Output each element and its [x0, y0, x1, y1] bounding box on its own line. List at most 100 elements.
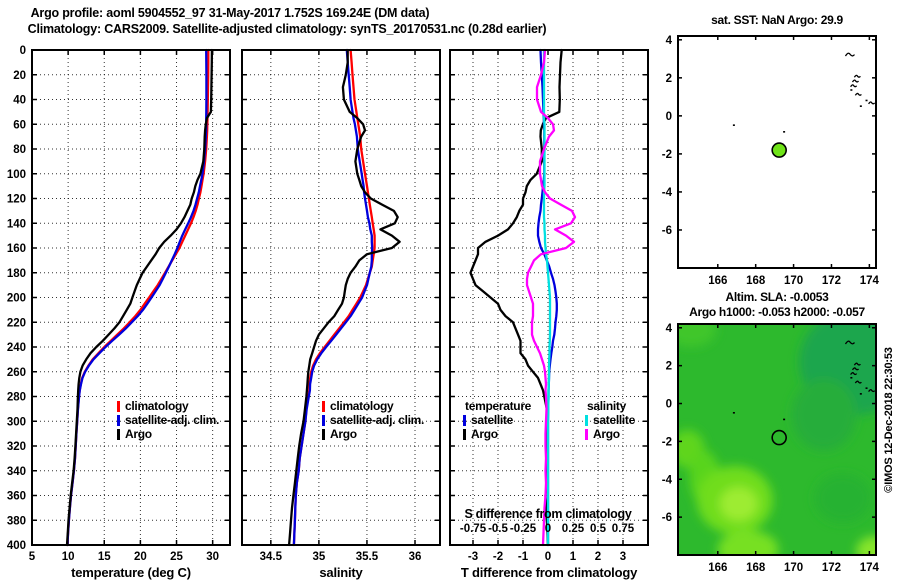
lat-tick-label: 0: [666, 399, 672, 411]
salinity-plot: 34.5 35 35.5 36 salinity: [241, 48, 441, 580]
s-tick-label: 0.75: [612, 523, 635, 535]
difference-plot: -3 -2 -1 0 1 2 3 T difference from climatology S…: [449, 48, 649, 580]
island-mark: [850, 89, 853, 91]
climatology-color-swatch: [117, 400, 120, 412]
lat-tick-label: -4: [662, 187, 673, 199]
lon-tick-label: 166: [708, 275, 727, 287]
depth-tick-label: 160: [7, 243, 26, 255]
satellite-color-swatch: [322, 414, 325, 426]
x-tick-label: 3: [620, 551, 626, 563]
x-tick-label: 30: [206, 551, 219, 563]
argo-float-marker: [771, 429, 787, 446]
depth-tick-label: 200: [7, 293, 26, 305]
island-mark: [783, 418, 786, 421]
s-axis-label: S difference from climatology: [464, 507, 631, 521]
lon-tick-label: 172: [822, 562, 841, 574]
sla-patch: [678, 324, 716, 347]
island-mark: [868, 101, 876, 105]
lat-tick-label: 2: [666, 361, 672, 373]
argo-s-color-swatch: [585, 428, 588, 440]
argo-color-swatch: [463, 428, 466, 440]
lat-tick-label: 4: [666, 35, 673, 47]
plot-frame: [31, 49, 231, 546]
island-mark: [850, 376, 853, 379]
legend-item: Argo: [117, 427, 219, 441]
lon-tick-label: 170: [784, 562, 803, 574]
legend-item: satellite: [463, 413, 531, 427]
x-tick-label: 35: [312, 551, 325, 563]
lat-tick-label: -4: [662, 474, 673, 486]
argo-color-swatch: [117, 428, 120, 440]
lon-tick-label: 174: [860, 275, 880, 287]
depth-tick-label: 0: [20, 45, 26, 57]
sla-map-title-line2: Argo h1000: -0.053 h2000: -0.057: [689, 305, 865, 319]
x-tick-label: 5: [29, 551, 36, 563]
x-tick-label: -2: [493, 551, 503, 563]
sla-patch: [791, 378, 857, 451]
x-axis-label: T difference from climatology: [461, 565, 638, 580]
x-tick-label: -1: [518, 551, 529, 563]
depth-tick-label: 240: [7, 342, 26, 354]
island-outlines: [732, 340, 876, 421]
s-tick-label: -0.75: [460, 523, 487, 535]
legend-header: temperature: [465, 399, 532, 413]
depth-tick-label: 340: [7, 466, 26, 478]
argo-line: [287, 48, 401, 547]
figure-title-line2: Climatology: CARS2009. Satellite-adjuste…: [27, 22, 547, 36]
island-mark: [854, 380, 862, 384]
depth-tick-label: 60: [13, 119, 26, 131]
legend-item: satellite-adj. clim.: [117, 413, 219, 427]
depth-tick-label: 140: [7, 218, 26, 230]
x-axis-label: salinity: [319, 565, 363, 580]
satellite-s-color-swatch: [585, 414, 588, 426]
depth-tick-label: 220: [7, 317, 26, 329]
lat-tick-label: 4: [666, 323, 673, 335]
map-frame: [677, 323, 877, 556]
island-mark: [853, 74, 861, 78]
island-mark: [844, 52, 856, 57]
x-tick-label: 35.5: [356, 551, 379, 563]
x-tick-label: 34.5: [260, 551, 283, 563]
legend-item: Argo: [585, 427, 635, 441]
island-mark: [868, 389, 876, 393]
map-area: [678, 324, 876, 555]
difference-temperature-legend: temperature satellite Argo: [463, 399, 531, 441]
island-mark: [851, 79, 860, 83]
legend-item: Argo: [322, 427, 424, 441]
s-tick-label: -0.25: [510, 523, 537, 535]
map-area: [678, 36, 876, 268]
depth-tick-label: 360: [7, 491, 26, 503]
sst-map-title: sat. SST: NaN Argo: 29.9: [711, 13, 843, 27]
sla-map: 166 168 170 172 174 4 2 0 -2 -4 -6: [662, 323, 880, 574]
depth-tick-label: 80: [13, 144, 26, 156]
island-mark: [853, 362, 861, 366]
x-tick-label: 36: [409, 551, 422, 563]
depth-tick-label: 40: [13, 95, 26, 107]
argo-float-marker: [771, 142, 787, 158]
x-tick-label: -3: [468, 551, 478, 563]
argo-color-swatch: [322, 428, 325, 440]
s-tick-label: 0: [545, 523, 551, 535]
sla-patch: [814, 473, 872, 523]
satellite-color-swatch: [117, 414, 120, 426]
lat-tick-label: -2: [662, 149, 672, 161]
island-mark: [865, 99, 868, 102]
x-tick-label: 15: [98, 551, 111, 563]
island-mark: [732, 411, 735, 414]
x-tick-label: 0: [545, 551, 551, 563]
island-mark: [732, 124, 735, 126]
lat-tick-label: -2: [662, 436, 672, 448]
sla-patch: [856, 536, 876, 555]
figure-title-line1: Argo profile: aoml 5904552_97 31-May-201…: [30, 6, 430, 20]
sst-map: 166 168 170 172 174 4 2 0 -2 -4 -6: [662, 35, 880, 287]
depth-tick-label: 380: [7, 515, 26, 527]
lat-tick-label: -6: [662, 512, 672, 524]
legend-header: salinity: [587, 399, 626, 413]
island-mark: [850, 372, 858, 376]
lon-tick-label: 174: [860, 562, 880, 574]
plot-frame: [241, 49, 441, 546]
sla-field: [678, 324, 876, 555]
depth-tick-label: 120: [7, 194, 26, 206]
lat-tick-label: 0: [666, 111, 672, 123]
